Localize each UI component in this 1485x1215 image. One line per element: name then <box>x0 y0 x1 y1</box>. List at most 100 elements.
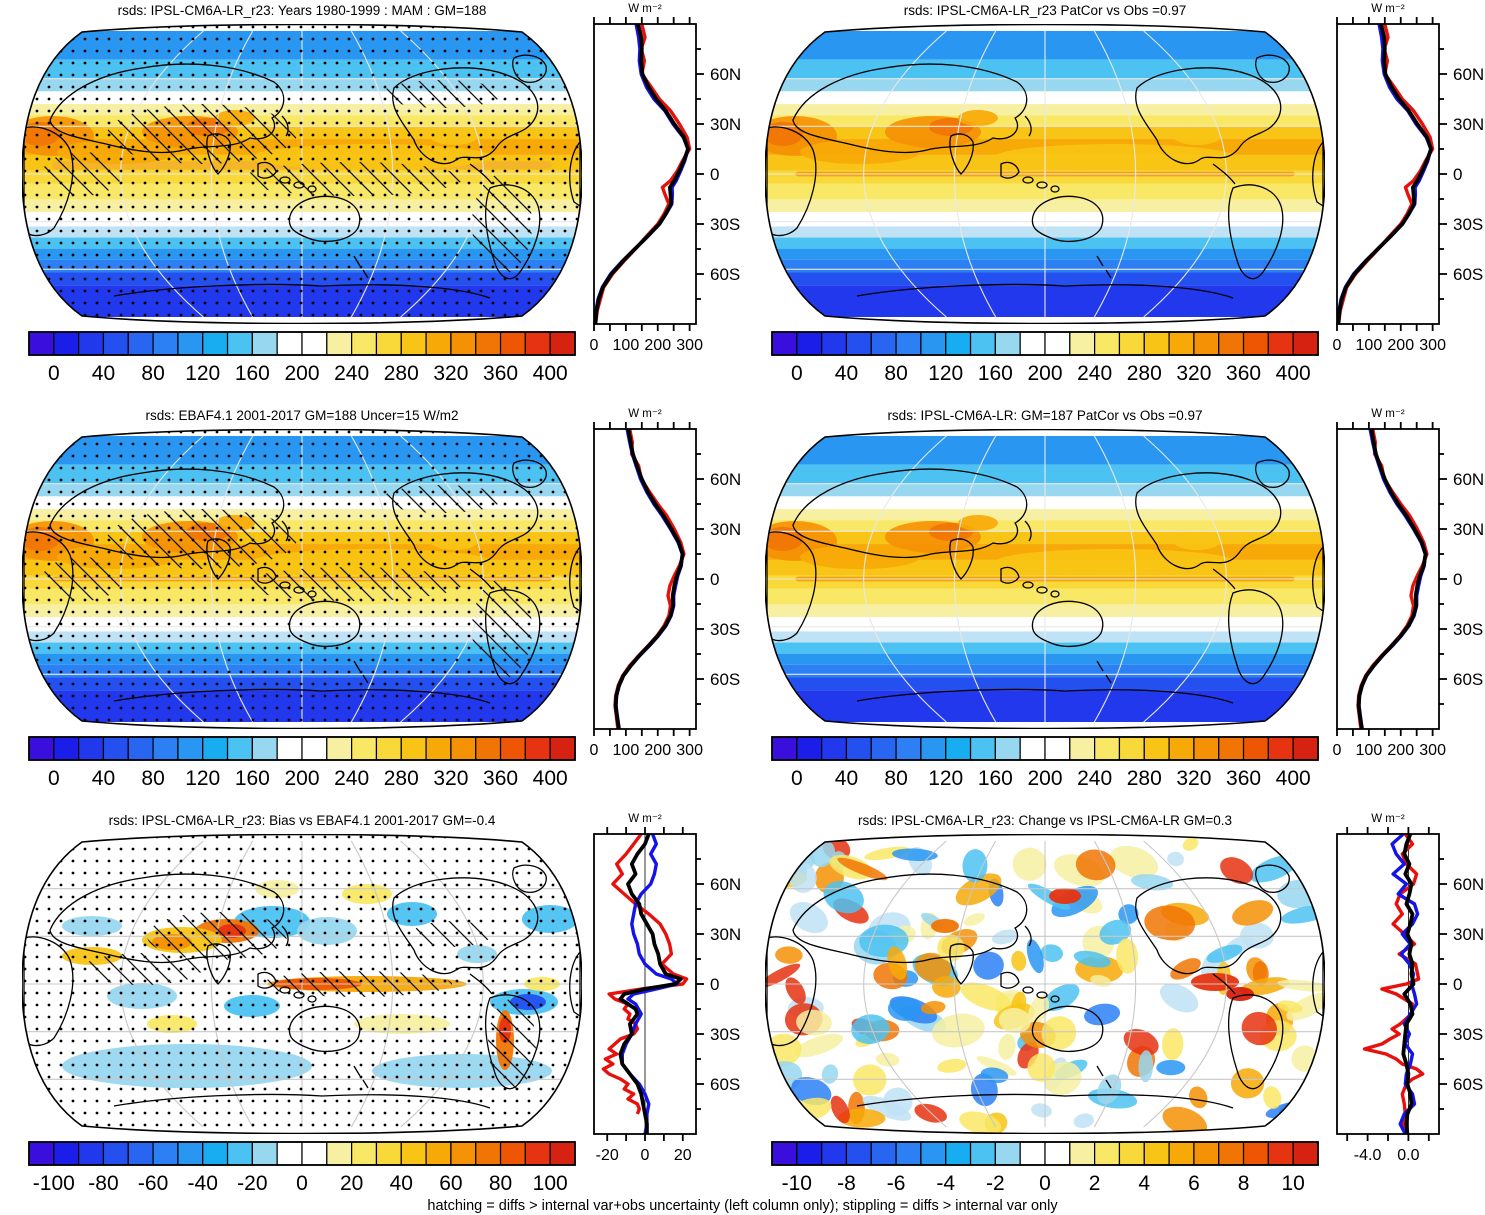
zonal-axes <box>593 422 704 736</box>
zonal-plot-frame <box>1336 23 1440 325</box>
colorbar-tick-label: 20 <box>340 1172 363 1195</box>
zonal-x-tick-label: 100 <box>613 337 640 354</box>
lat-tick-label: 30N <box>710 925 741 944</box>
lat-tick-label: 30N <box>1453 520 1484 539</box>
zonal-x-tick-label: 200 <box>644 742 671 759</box>
colorbar-tick-label: 360 <box>1226 362 1261 385</box>
zonal-x-tick-label: 100 <box>1356 742 1383 759</box>
panel-title-top-left: rsds: IPSL-CM6A-LR_r23: Years 1980-1999 … <box>117 3 487 18</box>
colorbar-tick-label: 40 <box>835 767 858 790</box>
lat-tick-label: 60S <box>710 1075 740 1094</box>
lat-tick-label: 30S <box>710 620 740 639</box>
stippling-overlay <box>22 834 582 1134</box>
map-content <box>765 24 1325 324</box>
colorbar-tick-label: 6 <box>1188 1172 1200 1195</box>
lat-tick-label: 60N <box>710 470 741 489</box>
map-content <box>22 24 582 324</box>
lat-tick-label: 60N <box>1453 875 1484 894</box>
figure-caption: hatching = diffs > internal var+obs unce… <box>427 1198 1058 1214</box>
zonal-line-black <box>593 23 690 325</box>
zonal-x-tick-label: 200 <box>644 337 671 354</box>
graticule <box>765 840 1325 1128</box>
colorbar-bottom-right: -10 -8 -6 -4 -2 0 2 4 6 8 10 <box>771 1141 1319 1195</box>
map-bottom-left <box>22 834 582 1134</box>
zonal-line-black <box>1336 23 1433 325</box>
zonal-x-tick-label: 200 <box>1387 337 1414 354</box>
colorbar-tick-label: 200 <box>284 767 319 790</box>
lat-tick-label: 60S <box>710 265 740 284</box>
colorbar-tick-label: 200 <box>1027 362 1062 385</box>
zonal-unit-label: W m⁻² <box>628 408 662 420</box>
colorbar-tick-label: 280 <box>1127 767 1162 790</box>
map-top-right <box>765 24 1325 324</box>
zonal-plot-frame <box>593 23 697 325</box>
lat-tick-label: 60N <box>1453 470 1484 489</box>
colorbar-tick-label: -40 <box>188 1172 218 1195</box>
zonal-plot-bottom-right: W m⁻² 60N 30N 0 30S 60S -4.0 0.0 <box>1336 813 1484 1164</box>
lat-tick-label: 30S <box>710 1025 740 1044</box>
colorbar-tick-label: 320 <box>1176 767 1211 790</box>
colorbar-tick-label: 400 <box>533 767 568 790</box>
colorbar-mid-right: 0 40 80 120 160 200 240 280 320 360 400 <box>771 736 1319 790</box>
zonal-x-tick-label: 300 <box>676 337 703 354</box>
panel-title-mid-left: rsds: EBAF4.1 2001-2017 GM=188 Uncer=15 … <box>145 408 459 423</box>
lat-tick-label: 30S <box>1453 215 1483 234</box>
map-mid-right <box>765 429 1325 729</box>
colorbar-tick-label: 360 <box>483 362 518 385</box>
colorbar-tick-label: 200 <box>284 362 319 385</box>
zonal-x-tick-label: -4.0 <box>1354 1147 1382 1164</box>
zonal-axes <box>593 17 704 331</box>
lat-tick-label: 0 <box>710 975 719 994</box>
lat-tick-label: 60S <box>1453 1075 1483 1094</box>
colorbar-tick-label: 120 <box>185 362 220 385</box>
panel-title-mid-right: rsds: IPSL-CM6A-LR: GM=187 PatCor vs Obs… <box>887 408 1203 423</box>
panel-top-right: rsds: IPSL-CM6A-LR_r23 PatCor vs Obs =0.… <box>745 0 1485 405</box>
colorbar-tick-label: 240 <box>334 362 369 385</box>
colorbar-mid-left: 0 40 80 120 160 200 240 280 320 360 400 <box>28 736 576 790</box>
colorbar-segments <box>771 331 1319 356</box>
zonal-line-red <box>1362 833 1425 1135</box>
lat-tick-label: 0 <box>710 165 719 184</box>
colorbar-tick-label: 0 <box>1039 1172 1051 1195</box>
colorbar-tick-label: -4 <box>936 1172 955 1195</box>
lat-tick-label: 60S <box>1453 670 1483 689</box>
colorbar-tick-label: 80 <box>489 1172 512 1195</box>
colorbar-tick-label: 2 <box>1089 1172 1101 1195</box>
colorbar-tick-label: 400 <box>1276 767 1311 790</box>
colorbar-tick-label: 120 <box>928 362 963 385</box>
stippling-overlay <box>22 429 582 729</box>
lat-tick-label: 30S <box>1453 1025 1483 1044</box>
colorbar-tick-label: -100 <box>33 1172 75 1195</box>
zonal-line-black <box>1401 833 1416 1135</box>
colorbar-tick-label: 8 <box>1238 1172 1250 1195</box>
zonal-x-tick-label: 100 <box>1356 337 1383 354</box>
colorbar-tick-label: 240 <box>1077 767 1112 790</box>
coastlines <box>766 459 1324 704</box>
map-outline <box>765 24 1325 324</box>
colorbar-tick-label: 240 <box>334 767 369 790</box>
colorbar-tick-label: -60 <box>138 1172 168 1195</box>
map-outline <box>22 24 582 324</box>
colorbar-tick-label: 0 <box>791 767 803 790</box>
lat-tick-label: 30N <box>1453 115 1484 134</box>
panel-title-top-right: rsds: IPSL-CM6A-LR_r23 PatCor vs Obs =0.… <box>903 3 1187 18</box>
colorbar-tick-label: -20 <box>237 1172 267 1195</box>
panel-top-left: rsds: IPSL-CM6A-LR_r23: Years 1980-1999 … <box>2 0 742 405</box>
colorbar-tick-label: 80 <box>884 767 907 790</box>
colorbar-tick-label: 0 <box>48 362 60 385</box>
zonal-x-tick-label: -20 <box>596 1147 619 1164</box>
panel-mid-right: rsds: IPSL-CM6A-LR: GM=187 PatCor vs Obs… <box>745 405 1485 810</box>
lat-tick-label: 30N <box>1453 925 1484 944</box>
lat-tick-label: 30S <box>710 215 740 234</box>
colorbar-tick-label: 200 <box>1027 767 1062 790</box>
colorbar-top-left: 0 40 80 120 160 200 240 280 320 360 400 <box>28 331 576 385</box>
colorbar-tick-label: 360 <box>1226 767 1261 790</box>
colorbar-tick-label: 40 <box>835 362 858 385</box>
zonal-plot-top-left: W m⁻² 60N 30N 0 30S 60S 0 100 200 300 <box>590 3 742 354</box>
lat-tick-label: 60N <box>710 65 741 84</box>
map-content <box>22 834 582 1134</box>
zonal-plot-mid-left: W m⁻² 60N 30N 0 30S 60S 0 100 200 300 <box>590 408 742 759</box>
colorbar-tick-label: 360 <box>483 767 518 790</box>
zonal-x-tick-label: 300 <box>1419 337 1446 354</box>
lat-tick-label: 60N <box>1453 65 1484 84</box>
